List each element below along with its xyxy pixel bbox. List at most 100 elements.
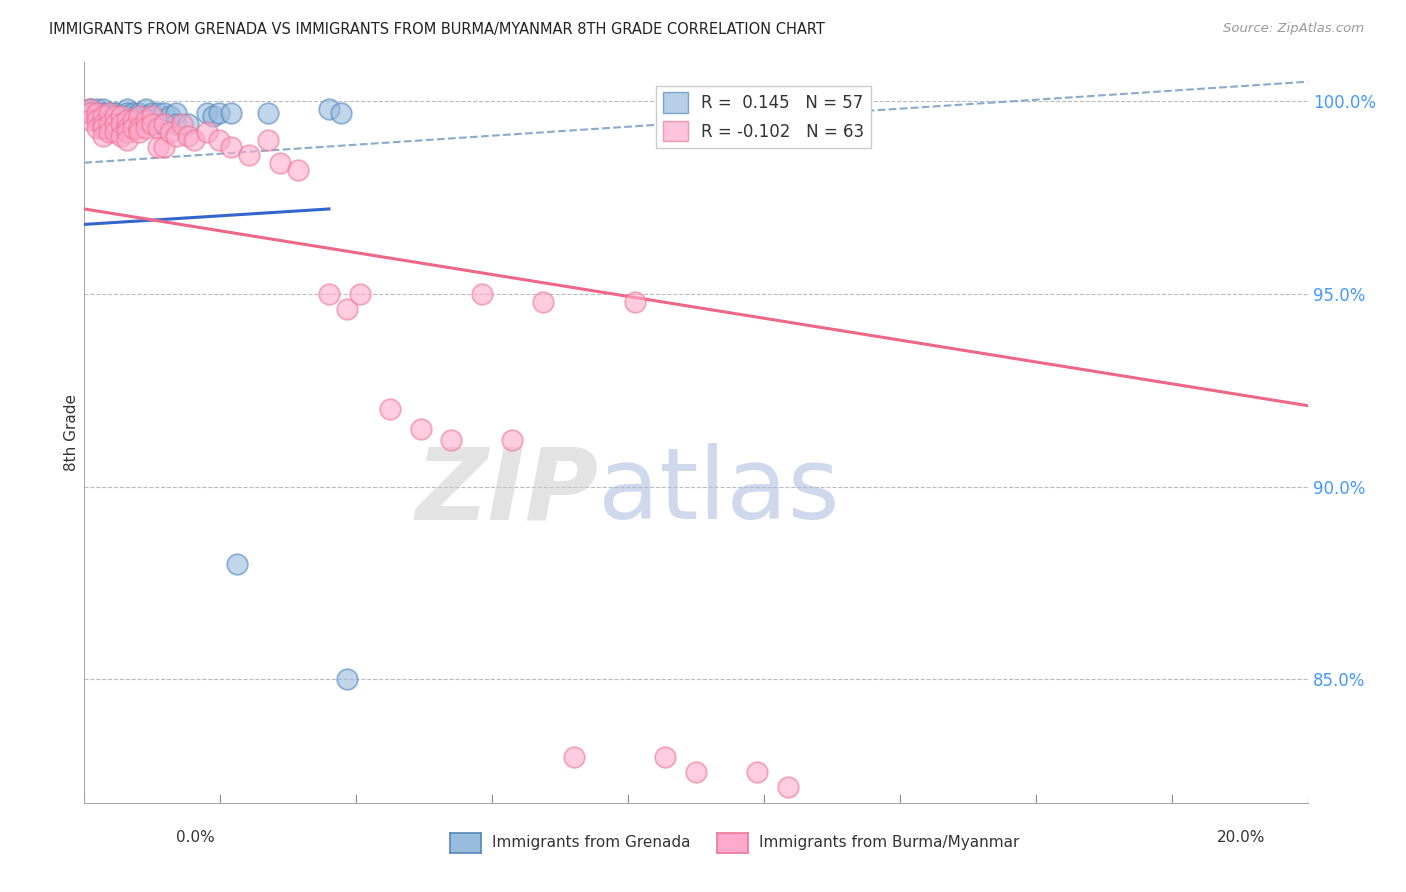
Text: IMMIGRANTS FROM GRENADA VS IMMIGRANTS FROM BURMA/MYANMAR 8TH GRADE CORRELATION C: IMMIGRANTS FROM GRENADA VS IMMIGRANTS FR… <box>49 22 825 37</box>
Point <box>531 294 554 309</box>
Point <box>165 117 187 131</box>
Point <box>135 120 157 135</box>
Point <box>115 113 138 128</box>
Point <box>115 113 138 128</box>
Y-axis label: 8th Grade: 8th Grade <box>63 394 79 471</box>
Point <box>110 120 132 135</box>
Point <box>257 132 280 146</box>
Point <box>91 117 114 131</box>
Point <box>208 132 231 146</box>
Point <box>79 113 101 128</box>
Text: Immigrants from Grenada: Immigrants from Grenada <box>492 836 690 850</box>
Point <box>104 110 127 124</box>
Point <box>97 120 120 135</box>
Point <box>153 140 176 154</box>
Point <box>91 113 114 128</box>
Point <box>177 117 200 131</box>
Point <box>104 105 127 120</box>
Text: 20.0%: 20.0% <box>1218 830 1265 845</box>
Point <box>349 286 371 301</box>
Point <box>440 434 463 448</box>
Point <box>336 673 359 687</box>
Point <box>122 105 145 120</box>
Text: atlas: atlas <box>598 443 839 541</box>
Point <box>91 120 114 135</box>
Point <box>146 117 169 131</box>
Point <box>287 163 309 178</box>
Point <box>336 302 359 317</box>
Point <box>115 117 138 131</box>
Point <box>104 125 127 139</box>
Point <box>115 102 138 116</box>
Point <box>115 120 138 135</box>
Point <box>238 148 260 162</box>
Point <box>97 105 120 120</box>
Point <box>141 105 163 120</box>
Point <box>122 113 145 128</box>
Point <box>776 780 799 795</box>
Point <box>86 120 108 135</box>
Point <box>79 105 101 120</box>
Point <box>685 764 707 779</box>
Point <box>86 113 108 128</box>
Point <box>135 102 157 116</box>
Point <box>219 105 242 120</box>
Point <box>79 105 101 120</box>
Point <box>115 125 138 139</box>
Point <box>128 125 150 139</box>
Point <box>141 117 163 131</box>
Point <box>97 105 120 120</box>
Point <box>141 110 163 124</box>
Point <box>104 117 127 131</box>
Point <box>128 110 150 124</box>
Point <box>624 294 647 309</box>
Point <box>128 120 150 135</box>
Point <box>269 155 291 169</box>
Point <box>110 110 132 124</box>
Point <box>79 102 101 116</box>
Point <box>747 764 769 779</box>
Point <box>502 434 524 448</box>
Point <box>208 105 231 120</box>
Point <box>128 117 150 131</box>
Point <box>91 102 114 116</box>
Point <box>104 117 127 131</box>
Point <box>172 117 194 131</box>
Point <box>146 120 169 135</box>
Point <box>91 110 114 124</box>
Point <box>562 749 585 764</box>
Point <box>128 110 150 124</box>
Point <box>110 110 132 124</box>
Point <box>115 105 138 120</box>
Point <box>91 128 114 143</box>
Point <box>97 113 120 128</box>
Point <box>91 117 114 131</box>
Point <box>97 110 120 124</box>
Point <box>86 110 108 124</box>
Point <box>104 105 127 120</box>
Point <box>97 120 120 135</box>
Point <box>195 125 218 139</box>
Point <box>104 110 127 124</box>
Point <box>146 140 169 154</box>
Point <box>91 120 114 135</box>
Point <box>318 102 340 116</box>
Point <box>104 120 127 135</box>
Point <box>380 402 402 417</box>
Point <box>86 105 108 120</box>
Text: Source: ZipAtlas.com: Source: ZipAtlas.com <box>1223 22 1364 36</box>
Point <box>86 105 108 120</box>
Point <box>115 110 138 124</box>
Text: Immigrants from Burma/Myanmar: Immigrants from Burma/Myanmar <box>759 836 1019 850</box>
Point <box>115 132 138 146</box>
Point <box>79 102 101 116</box>
Point <box>79 102 101 116</box>
Point <box>146 105 169 120</box>
Point <box>110 128 132 143</box>
Point <box>159 110 181 124</box>
Point <box>122 117 145 131</box>
Text: 0.0%: 0.0% <box>176 830 215 845</box>
Point <box>110 110 132 124</box>
Point <box>91 105 114 120</box>
Point <box>471 286 494 301</box>
